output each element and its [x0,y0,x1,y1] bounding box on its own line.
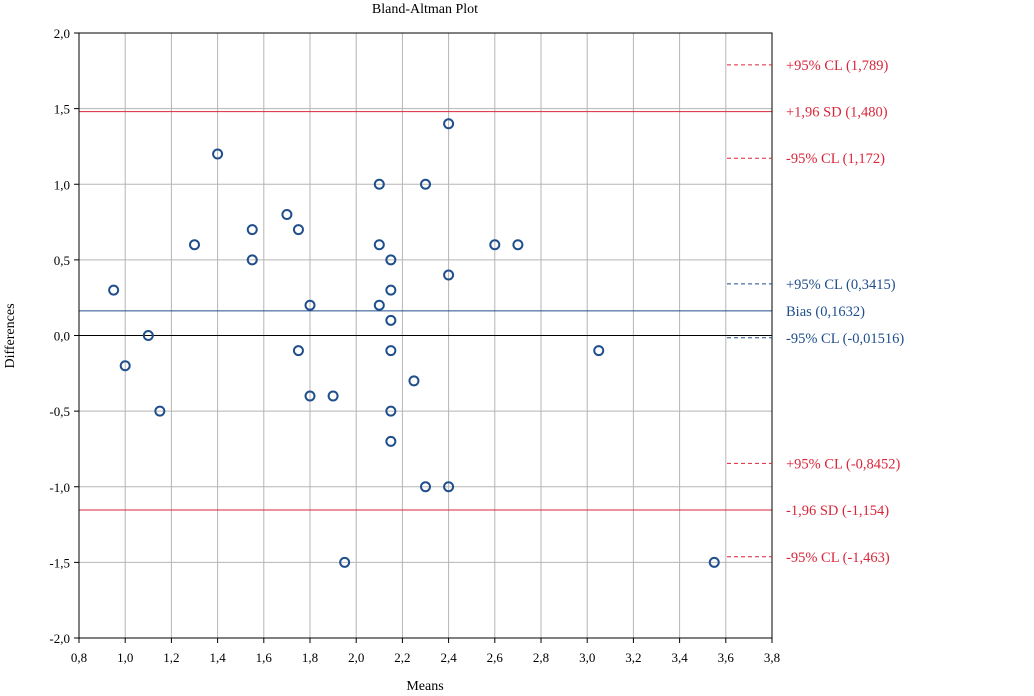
x-tick-label: 1,4 [209,650,226,665]
y-tick-label: -1,0 [49,480,70,495]
x-tick-label: 2,8 [533,650,549,665]
confidence-limit-label: -95% CL (1,172) [786,151,885,167]
data-point [489,239,501,251]
tick-labels: 0,8 1,0 1,2 1,4 1,6 1,8 2,0 2,2 2,4 2,6 2,8 3,0 3,2 3… [49,26,780,665]
data-point [385,314,397,326]
data-point [408,375,420,387]
data-point [512,239,524,251]
confidence-limit-label: +95% CL (0,3415) [786,277,896,293]
confidence-limit-label: -95% CL (-1,463) [786,550,890,566]
x-tick-label: 3,4 [671,650,688,665]
x-tick-label: 2,4 [440,650,457,665]
x-tick-label: 1,6 [256,650,273,665]
data-point [373,239,385,251]
data-point [189,239,200,251]
y-tick-label: 1,0 [54,177,70,192]
y-tick-label: -0,5 [49,404,70,419]
data-point [292,345,304,357]
data-point [281,209,293,220]
data-point [385,284,397,296]
data-point [154,405,166,417]
y-tick-label: 0,0 [54,329,70,344]
y-tick-label: -2,0 [49,631,70,646]
x-tick-label: 3,8 [764,650,780,665]
data-point [212,148,224,160]
data-point [142,330,154,341]
reference-line-label: Bias (0,1632) [786,304,865,320]
data-point [420,481,431,493]
confidence-limit-label: -95% CL (-0,01516) [786,331,904,347]
x-tick-label: 3,6 [718,650,735,665]
data-point [327,390,339,402]
x-tick-label: 2,0 [348,650,364,665]
y-tick-label: -1,5 [49,555,70,570]
data-point [385,405,397,417]
y-tick-label: 2,0 [54,26,70,41]
data-point [708,556,720,568]
x-tick-label: 1,8 [302,650,318,665]
data-point [385,345,397,357]
x-tick-label: 2,6 [487,650,504,665]
data-points [108,118,720,568]
data-point [292,224,304,236]
confidence-limit-label: +95% CL (-0,8452) [786,456,901,472]
data-point [304,299,316,311]
reference-lines [79,111,772,511]
data-point [304,390,316,402]
data-point [385,254,397,266]
x-axis-label: Means [406,679,443,694]
chart-title: Bland-Altman Plot [372,2,478,17]
reference-line-label: -1,96 SD (-1,154) [786,503,889,519]
confidence-limit-label: +95% CL (1,789) [786,58,888,74]
reference-line-label: +1,96 SD (1,480) [786,105,888,121]
x-tick-label: 0,8 [71,650,87,665]
data-point [108,284,120,296]
y-tick-label: 1,5 [54,102,70,117]
data-point [385,435,397,447]
data-point [246,254,258,266]
data-point [420,178,431,190]
y-axis-label: Differences [3,303,18,368]
data-point [593,345,605,357]
data-point [443,269,455,281]
data-point [373,178,385,190]
x-tick-label: 2,2 [394,650,410,665]
data-point [443,118,455,130]
x-tick-label: 3,2 [625,650,641,665]
data-point [443,481,455,493]
line-annotations: +1,96 SD (1,480) Bias (0,1632) -1,96 SD (-… [727,58,904,566]
x-tick-label: 1,2 [163,650,179,665]
x-tick-label: 3,0 [579,650,595,665]
data-point [246,224,258,236]
data-point [373,299,385,311]
y-tick-label: 0,5 [54,253,70,268]
data-point [339,556,351,568]
x-tick-label: 1,0 [117,650,133,665]
data-point [119,360,131,372]
